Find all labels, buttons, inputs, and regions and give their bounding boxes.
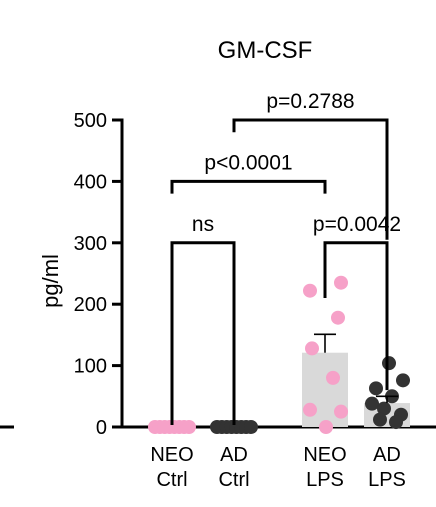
data-point	[182, 420, 196, 434]
data-points	[148, 275, 410, 434]
data-point	[396, 373, 410, 388]
data-point	[334, 404, 348, 419]
data-point	[303, 402, 317, 417]
x-tick-label-line2: Ctrl	[218, 469, 249, 491]
significance-bracket	[170, 241, 236, 425]
significance-label: p=0.2788	[266, 90, 354, 113]
significance-label: ns	[192, 213, 214, 236]
y-tick-label: 500	[74, 110, 107, 132]
y-axis: 0 100 200 300 400 500	[74, 110, 124, 439]
significance-label: p=0.0042	[313, 213, 401, 236]
data-point	[365, 396, 379, 411]
x-tick-labels: NEO Ctrl AD Ctrl NEO LPS AD LPS	[150, 444, 406, 491]
y-axis-label: pg/ml	[38, 254, 63, 308]
x-tick-label-line1: NEO	[303, 444, 346, 466]
data-point	[303, 283, 317, 298]
significance-label: p<0.0001	[204, 151, 292, 174]
y-tick-label: 200	[74, 294, 107, 316]
data-point	[334, 275, 348, 290]
x-tick-label-line1: AD	[373, 444, 401, 466]
x-tick-label-line1: AD	[220, 444, 248, 466]
data-point	[244, 420, 258, 434]
data-point	[319, 420, 333, 434]
data-point	[331, 310, 345, 325]
y-tick-label: 300	[74, 233, 107, 255]
error-bars	[314, 333, 398, 404]
x-tick-label-line1: NEO	[150, 444, 193, 466]
data-point	[369, 381, 383, 396]
chart-title: GM-CSF	[218, 37, 313, 64]
data-point	[377, 401, 391, 416]
y-tick-label: 400	[74, 171, 107, 193]
significance-bracket	[170, 179, 327, 194]
data-point	[389, 415, 403, 430]
y-tick-label: 0	[96, 417, 107, 439]
x-tick-label-line2: LPS	[368, 469, 406, 491]
data-point	[382, 356, 396, 371]
y-tick-label: 100	[74, 356, 107, 378]
data-point	[305, 341, 319, 356]
data-point	[373, 412, 387, 427]
significance-bracket	[232, 118, 389, 240]
significance-annotations: ns p<0.0001 p=0.0042 p=0.2788	[170, 90, 401, 425]
x-tick-label-line2: Ctrl	[156, 469, 187, 491]
data-point	[326, 370, 340, 385]
x-tick-label-line2: LPS	[306, 469, 344, 491]
significance-bracket	[323, 241, 389, 391]
